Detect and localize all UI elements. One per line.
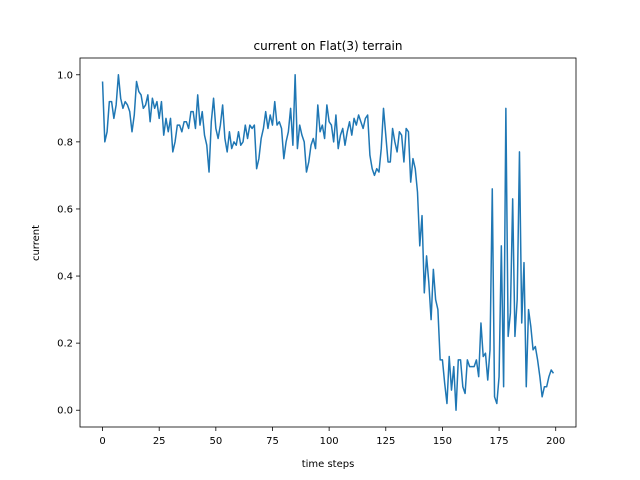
y-tick-label: 0.2 <box>57 339 73 350</box>
x-tick-label: 0 <box>99 436 105 447</box>
x-axis-label: time steps <box>302 459 355 470</box>
y-tick-label: 0.8 <box>57 137 73 148</box>
y-tick-label: 0.4 <box>57 272 73 283</box>
x-tick-label: 150 <box>433 436 452 447</box>
x-tick-label: 100 <box>320 436 339 447</box>
y-tick-label: 0.6 <box>57 204 73 215</box>
data-line <box>101 74 555 411</box>
x-tick-label: 125 <box>376 436 395 447</box>
x-tick-label: 200 <box>546 436 565 447</box>
x-tick-label: 50 <box>209 436 222 447</box>
x-tick-label: 175 <box>490 436 509 447</box>
plot-frame <box>79 57 577 428</box>
x-tick-label: 25 <box>153 436 166 447</box>
y-tick-label: 0.0 <box>57 406 73 417</box>
y-axis-label: current <box>31 225 42 261</box>
y-tick-label: 1.0 <box>57 70 73 81</box>
chart-title: current on Flat(3) terrain <box>253 39 402 53</box>
x-tick-label: 75 <box>266 436 279 447</box>
